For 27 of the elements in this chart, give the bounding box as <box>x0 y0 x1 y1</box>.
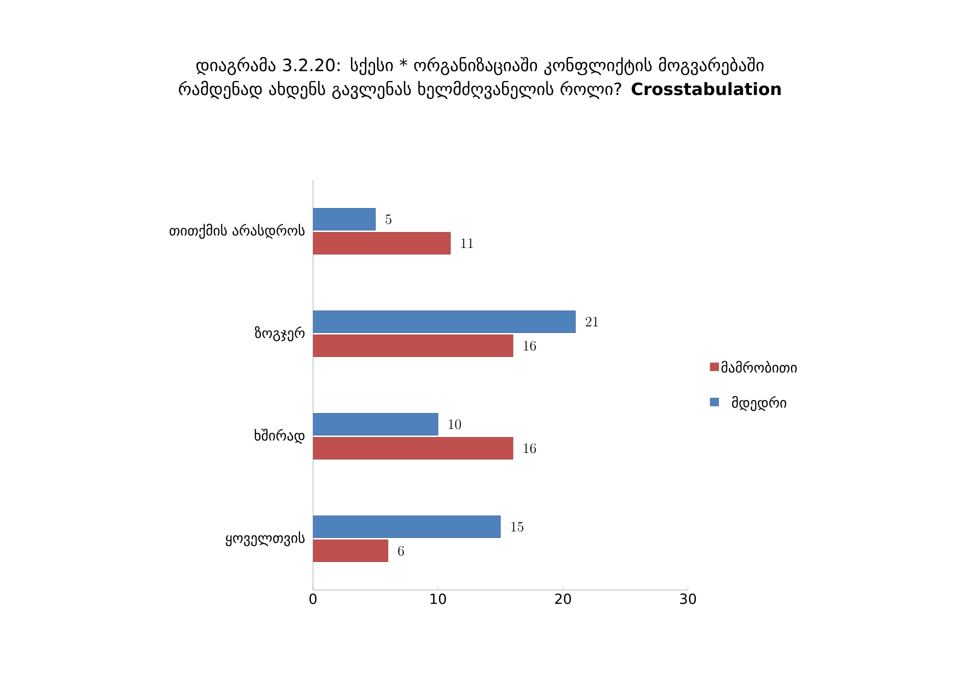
bar <box>313 516 501 538</box>
data-label: 6 <box>398 546 404 556</box>
legend-label: მდედრი <box>732 396 786 411</box>
x-tick-label: 20 <box>555 594 571 604</box>
y-tick-label: ზოგჯერ <box>254 326 305 342</box>
y-tick-label: ხშირად <box>254 428 304 444</box>
y-tick-label: ყოველთვის <box>226 531 305 546</box>
bar <box>313 310 576 333</box>
data-label: 10 <box>448 419 461 430</box>
data-label: 15 <box>511 522 524 532</box>
legend-label: მამრობითი <box>722 360 797 373</box>
x-tick-label: 0 <box>309 594 317 604</box>
bar <box>313 540 388 562</box>
data-label: 11 <box>461 238 473 248</box>
bar <box>313 232 451 254</box>
x-tick-label: 30 <box>680 594 696 604</box>
data-label: 16 <box>524 340 536 351</box>
y-tick-label: თითქმის არასდროს <box>170 224 305 239</box>
bar <box>313 437 514 460</box>
data-label: 21 <box>586 316 598 326</box>
bar <box>313 413 438 436</box>
data-label: 5 <box>386 214 392 224</box>
bar <box>313 334 514 357</box>
x-tick-label: 10 <box>430 594 446 604</box>
bar <box>313 208 376 230</box>
chart-title: დიაგრამა 3.2.20: სქესი * ორგანიზაციაში კონფლიქტის მოგვარებაში რამდენად ახდენს გავლენას ხელმძღვანელის როლი? Crosstabulation <box>178 56 781 100</box>
data-label: 16 <box>524 443 536 454</box>
